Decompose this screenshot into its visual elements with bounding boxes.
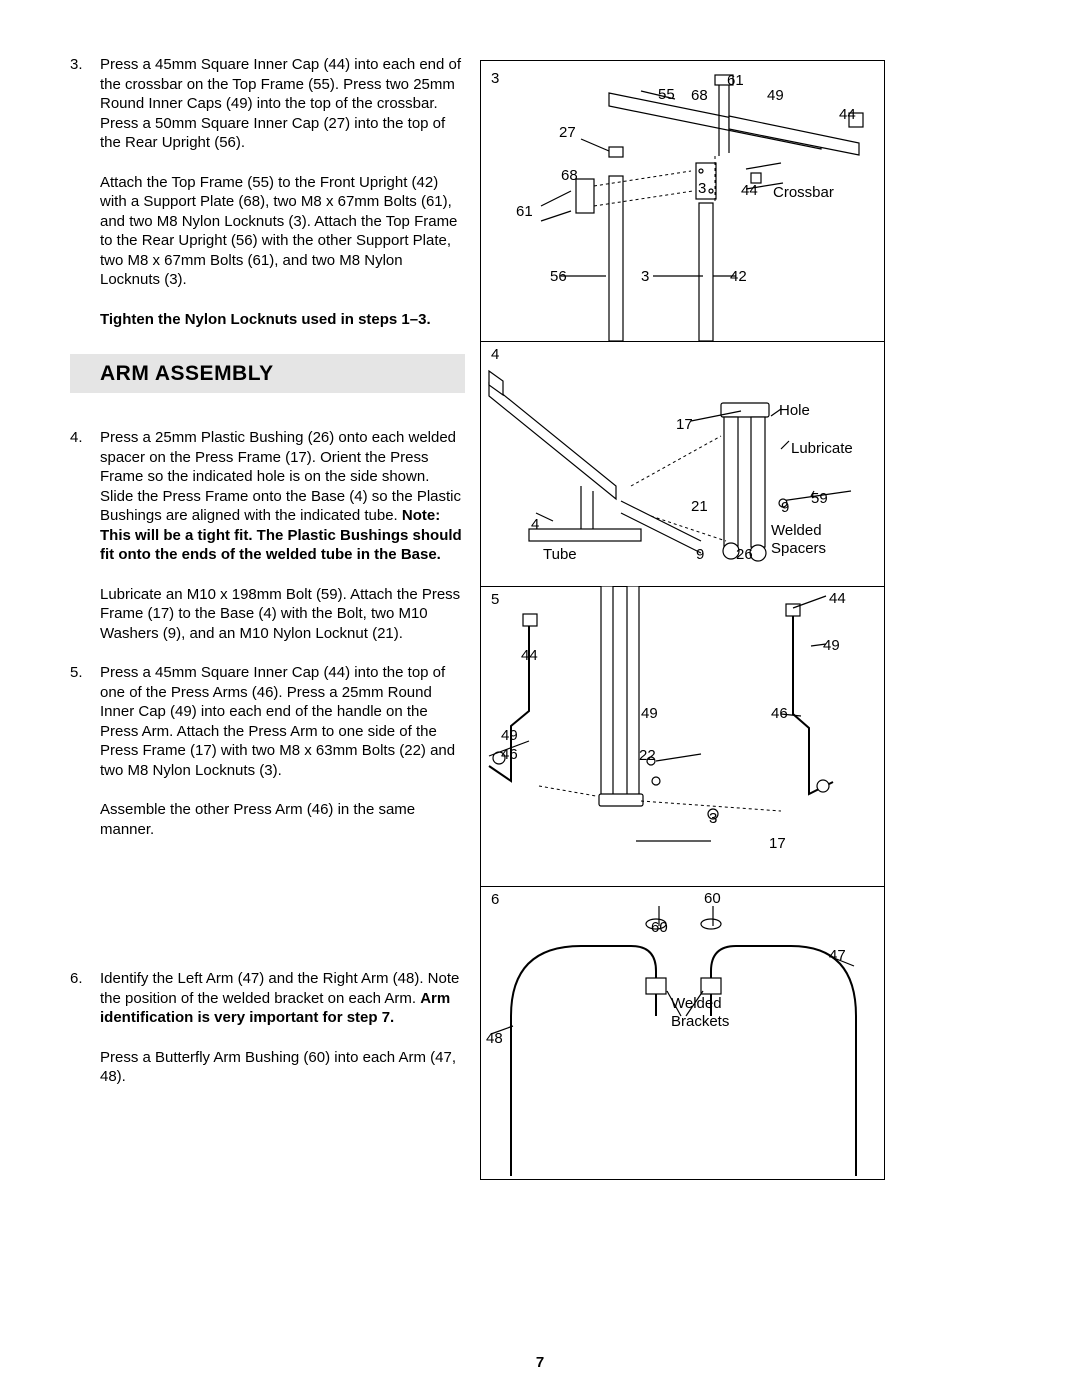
step-5-para-1: Press a 45mm Square Inner Cap (44) into … (100, 663, 465, 780)
step-3: 3. Press a 45mm Square Inner Cap (44) in… (70, 55, 465, 329)
step-number: 3. (70, 55, 100, 329)
step-4: 4. Press a 25mm Plastic Bushing (26) ont… (70, 428, 465, 643)
step-3-para-1: Press a 45mm Square Inner Cap (44) into … (100, 55, 465, 153)
instructions-column: 3. Press a 45mm Square Inner Cap (44) in… (70, 55, 465, 1180)
step-3-para-2: Attach the Top Frame (55) to the Front U… (100, 173, 465, 290)
step-4-para-1: Press a 25mm Plastic Bushing (26) onto e… (100, 428, 465, 565)
section-heading: ARM ASSEMBLY (100, 360, 457, 387)
step-4-para-2: Lubricate an M10 x 198mm Bolt (59). Atta… (100, 585, 465, 644)
step-6-para-2: Press a Butterfly Arm Bushing (60) into … (100, 1048, 465, 1087)
diagram-3: 3 (481, 61, 884, 341)
step-6: 6. Identify the Left Arm (47) and the Ri… (70, 969, 465, 1087)
section-heading-bar: ARM ASSEMBLY (70, 354, 465, 393)
step-number: 6. (70, 969, 100, 1087)
step-number: 4. (70, 428, 100, 643)
page-number: 7 (0, 1353, 1080, 1373)
step-number: 5. (70, 663, 100, 839)
diagram-column: 3 (480, 60, 885, 1180)
diagram-6: 6 60 60 47 (481, 886, 884, 1176)
diagram-5: 5 (481, 586, 884, 886)
step-5-para-2: Assemble the other Press Arm (46) in the… (100, 800, 465, 839)
step-5: 5. Press a 45mm Square Inner Cap (44) in… (70, 663, 465, 839)
diagram-4: 4 (481, 341, 884, 586)
step-6-para-1: Identify the Left Arm (47) and the Right… (100, 969, 465, 1028)
step-3-tighten: Tighten the Nylon Locknuts used in steps… (100, 310, 465, 330)
